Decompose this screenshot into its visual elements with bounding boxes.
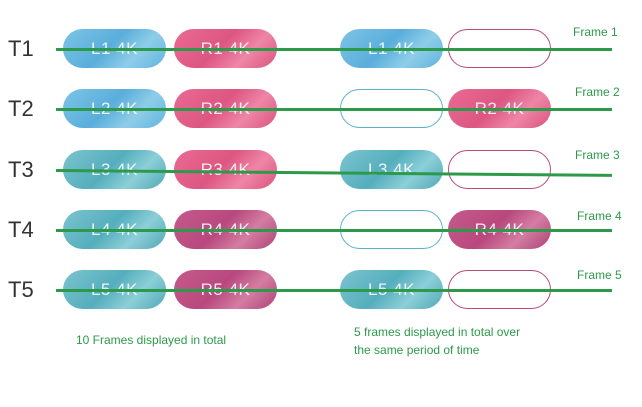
frame-label: Frame 1 — [573, 25, 618, 39]
caption-left: 10 Frames displayed in total — [76, 333, 227, 347]
frame-line — [56, 288, 612, 292]
time-label: T5 — [8, 276, 34, 302]
left-eye-frame: L3 4K — [340, 150, 443, 189]
caption-right-line1: 5 frames displayed in total over — [354, 325, 521, 339]
empty-frame-slot — [448, 150, 551, 189]
frame-label: Frame 5 — [577, 268, 622, 282]
frame-line — [56, 47, 612, 51]
time-label: T4 — [8, 216, 34, 242]
frame-label: Frame 3 — [575, 148, 620, 162]
caption-right-line2: the same period of time — [354, 343, 480, 357]
frame-label: Frame 2 — [575, 85, 620, 99]
time-label: T1 — [8, 35, 34, 61]
frame-label: Frame 4 — [577, 209, 622, 223]
time-label: T3 — [8, 156, 34, 182]
frame-line — [56, 228, 612, 232]
frame-line — [56, 107, 612, 111]
time-label: T2 — [8, 95, 34, 121]
